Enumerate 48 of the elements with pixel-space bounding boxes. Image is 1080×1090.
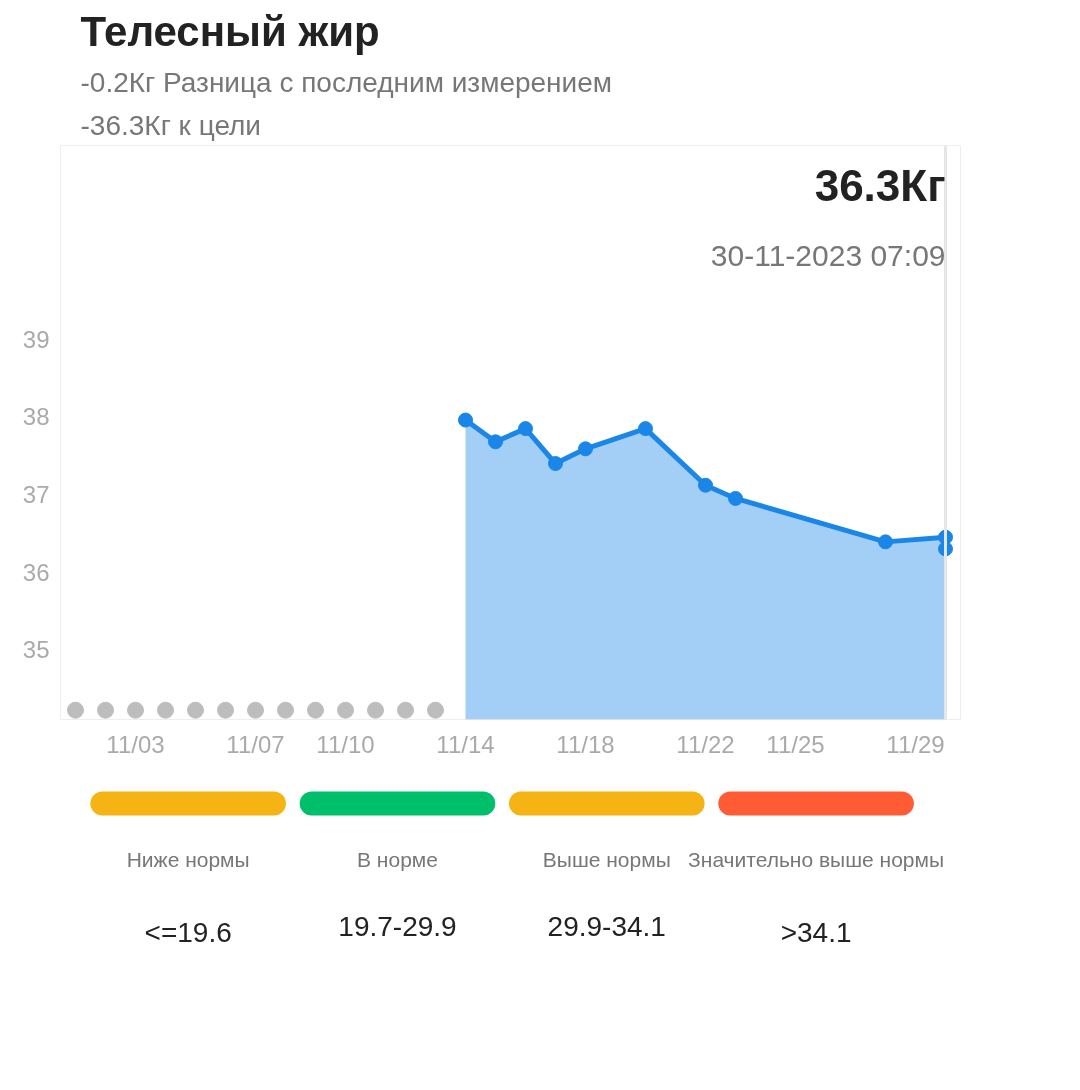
- x-tick-label: 11/25: [766, 730, 825, 758]
- x-tick-label: 11/18: [556, 730, 615, 758]
- chart-subtitle: -0.2Кг Разница с последним измерением: [80, 66, 613, 98]
- text: <=19.6: [144, 917, 232, 949]
- y-tick-label: 35: [22, 636, 50, 664]
- x-tick-label: 11/22: [676, 730, 735, 758]
- category-label: Выше нормы: [542, 847, 671, 871]
- x-tick-label: 11/07: [226, 730, 285, 758]
- y-tick-label: 38: [22, 403, 50, 431]
- x-tick-label: 11/29: [886, 730, 945, 758]
- point: [187, 701, 204, 719]
- point: [127, 701, 144, 719]
- text: 19.7-29.9: [338, 911, 457, 943]
- annotation: 36.3Кг: [814, 161, 946, 211]
- y-tick-label: 37: [22, 481, 50, 509]
- category-label: Ниже нормы: [126, 847, 250, 871]
- point: [458, 412, 473, 428]
- category-label: Значительно выше нормы: [688, 847, 945, 871]
- x-tick-label: 11/10: [316, 730, 375, 758]
- point: [548, 456, 563, 472]
- point: [728, 490, 743, 506]
- point: [247, 701, 264, 719]
- x-tick-label: 11/14: [436, 730, 495, 758]
- point: [638, 421, 653, 437]
- point: [488, 434, 503, 450]
- point: [307, 701, 324, 719]
- point: [397, 701, 414, 719]
- annotation: 30-11-2023 07:09: [710, 238, 946, 272]
- point: [277, 701, 294, 719]
- y-tick-label: 39: [22, 325, 50, 353]
- point: [427, 701, 444, 719]
- point: [518, 421, 533, 437]
- x-tick-label: 11/03: [106, 730, 165, 758]
- chart-title: Телесный жир: [80, 7, 380, 55]
- point: [878, 534, 893, 550]
- point: [67, 701, 84, 719]
- point: [698, 477, 713, 493]
- y-tick-label: 36: [22, 558, 50, 586]
- point: [217, 701, 234, 719]
- point: [337, 701, 354, 719]
- point: [367, 701, 384, 719]
- text: 29.9-34.1: [547, 911, 666, 943]
- point: [97, 701, 114, 719]
- text: >34.1: [780, 917, 852, 949]
- category-label: В норме: [357, 847, 438, 871]
- point: [578, 441, 593, 457]
- text: -36.3Кг к цели: [80, 109, 261, 141]
- point: [157, 701, 174, 719]
